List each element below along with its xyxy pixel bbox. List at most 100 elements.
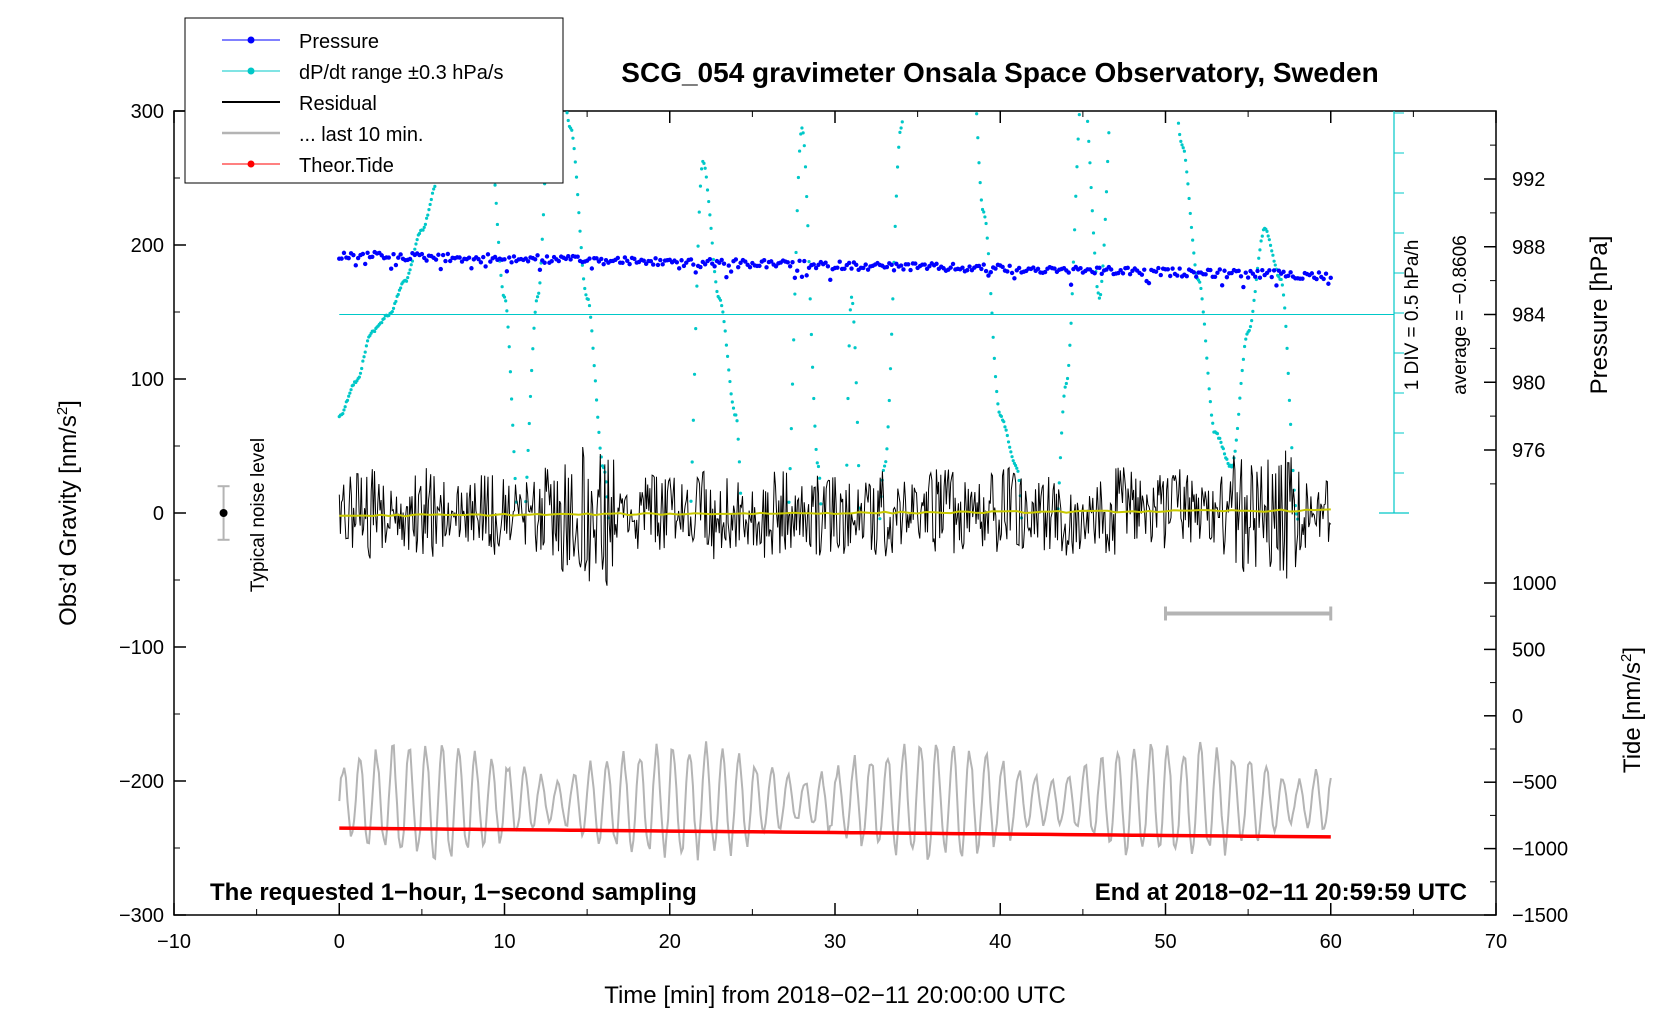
pressure-point bbox=[1212, 274, 1218, 279]
dpdt-point bbox=[527, 421, 531, 426]
dpdt-point bbox=[537, 291, 541, 295]
dpdt-point bbox=[989, 291, 993, 296]
dpdt-point bbox=[881, 468, 885, 473]
dpdt-point bbox=[534, 299, 538, 303]
pressure-point bbox=[1217, 267, 1222, 272]
dpdt-point bbox=[789, 427, 793, 431]
pressure-point bbox=[898, 263, 904, 268]
dpdt-point bbox=[509, 397, 514, 401]
pressure-point bbox=[448, 258, 453, 264]
dpdt-point bbox=[504, 299, 508, 303]
pressure-tick-label: 976 bbox=[1512, 440, 1545, 462]
dpdt-point bbox=[571, 136, 575, 140]
pressure-point bbox=[589, 266, 595, 271]
dpdt-point bbox=[997, 410, 1001, 414]
dpdt-point bbox=[845, 463, 849, 467]
dpdt-point bbox=[795, 209, 799, 213]
dpdt-point bbox=[1251, 309, 1255, 313]
dpdt-point bbox=[1087, 139, 1091, 143]
dpdt-point bbox=[390, 309, 394, 314]
pressure-point bbox=[884, 264, 890, 270]
dpdt-point bbox=[891, 297, 895, 301]
dpdt-point bbox=[528, 394, 533, 399]
dpdt-point bbox=[417, 231, 422, 236]
legend-marker-dpdt bbox=[247, 67, 255, 75]
dpdt-point bbox=[1069, 321, 1073, 325]
pressure-point bbox=[568, 257, 573, 262]
dpdt-point bbox=[800, 126, 804, 130]
dpdt-point bbox=[535, 295, 540, 299]
dpdt-point bbox=[1098, 293, 1103, 297]
x-axis-title: Time [min] from 2018−02−11 20:00:00 UTC bbox=[604, 982, 1066, 1009]
dpdt-point bbox=[995, 389, 999, 394]
dpdt-point bbox=[1247, 328, 1251, 333]
pressure-point bbox=[965, 268, 970, 273]
pressure-point bbox=[1208, 267, 1213, 273]
dpdt-point bbox=[984, 221, 988, 226]
pressure-point bbox=[1156, 265, 1161, 271]
pressure-point bbox=[1109, 267, 1114, 272]
dpdt-point bbox=[433, 184, 437, 188]
dpdt-point bbox=[533, 310, 537, 314]
dpdt-point bbox=[999, 414, 1004, 419]
pressure-point bbox=[674, 260, 680, 265]
dpdt-point bbox=[991, 335, 995, 339]
dpdt-point bbox=[1237, 412, 1241, 416]
dpdt-point bbox=[540, 237, 544, 241]
pressure-point bbox=[1177, 266, 1182, 271]
dpdt-point bbox=[1266, 234, 1270, 238]
pressure-point bbox=[823, 260, 828, 265]
dpdt-point bbox=[796, 175, 801, 180]
dpdt-point bbox=[1188, 211, 1192, 216]
dpdt-point bbox=[692, 372, 697, 376]
dpdt-point bbox=[579, 246, 583, 250]
pressure-point bbox=[481, 254, 486, 260]
pressure-point bbox=[846, 260, 852, 266]
pressure-point bbox=[433, 257, 439, 262]
dpdt-point bbox=[792, 338, 796, 342]
dpdt-point bbox=[1285, 346, 1289, 350]
pressure-point bbox=[476, 256, 481, 262]
pressure-point bbox=[388, 266, 394, 271]
dpdt-point bbox=[1239, 381, 1243, 386]
pressure-point bbox=[438, 266, 443, 272]
pressure-point bbox=[622, 255, 628, 260]
dpdt-point bbox=[1013, 463, 1018, 468]
pressure-point bbox=[1125, 265, 1130, 271]
legend-label-tide: Theor.Tide bbox=[299, 155, 394, 177]
dpdt-point bbox=[423, 222, 428, 227]
dpdt-point bbox=[592, 364, 596, 368]
dpdt-point bbox=[408, 268, 412, 272]
dpdt-point bbox=[803, 165, 808, 169]
dpdt-point bbox=[598, 446, 602, 450]
dpdt-point bbox=[364, 344, 368, 348]
dpdt-point bbox=[737, 460, 741, 464]
dpdt-point bbox=[565, 111, 569, 115]
dpdt-point bbox=[1189, 225, 1194, 230]
dpdt-point bbox=[1260, 234, 1264, 238]
dpdt-point bbox=[710, 241, 714, 245]
noise-level-dot bbox=[219, 509, 228, 517]
dpdt-point bbox=[1187, 196, 1191, 201]
dpdt-point bbox=[1257, 256, 1261, 260]
dpdt-point bbox=[720, 303, 724, 308]
pressure-point bbox=[660, 262, 665, 267]
dpdt-point bbox=[1065, 376, 1070, 381]
dpdt-point bbox=[1238, 396, 1242, 400]
pressure-point bbox=[653, 256, 658, 261]
dpdt-point bbox=[499, 273, 503, 277]
pressure-point bbox=[1276, 268, 1282, 273]
tide-tick-label: −1000 bbox=[1512, 839, 1568, 861]
dpdt-point bbox=[1009, 450, 1013, 454]
dpdt-point bbox=[698, 184, 703, 188]
rate-scale-label: 1 DIV = 0.5 hPa/h bbox=[1402, 240, 1423, 391]
dpdt-point bbox=[360, 366, 364, 371]
pressure-point bbox=[355, 255, 361, 261]
dpdt-point bbox=[589, 315, 593, 319]
pressure-point bbox=[419, 251, 425, 257]
dpdt-point bbox=[878, 517, 882, 521]
dpdt-point bbox=[1011, 459, 1015, 463]
dpdt-point bbox=[429, 197, 433, 202]
dpdt-point bbox=[708, 213, 712, 217]
pressure-point bbox=[1165, 267, 1171, 272]
